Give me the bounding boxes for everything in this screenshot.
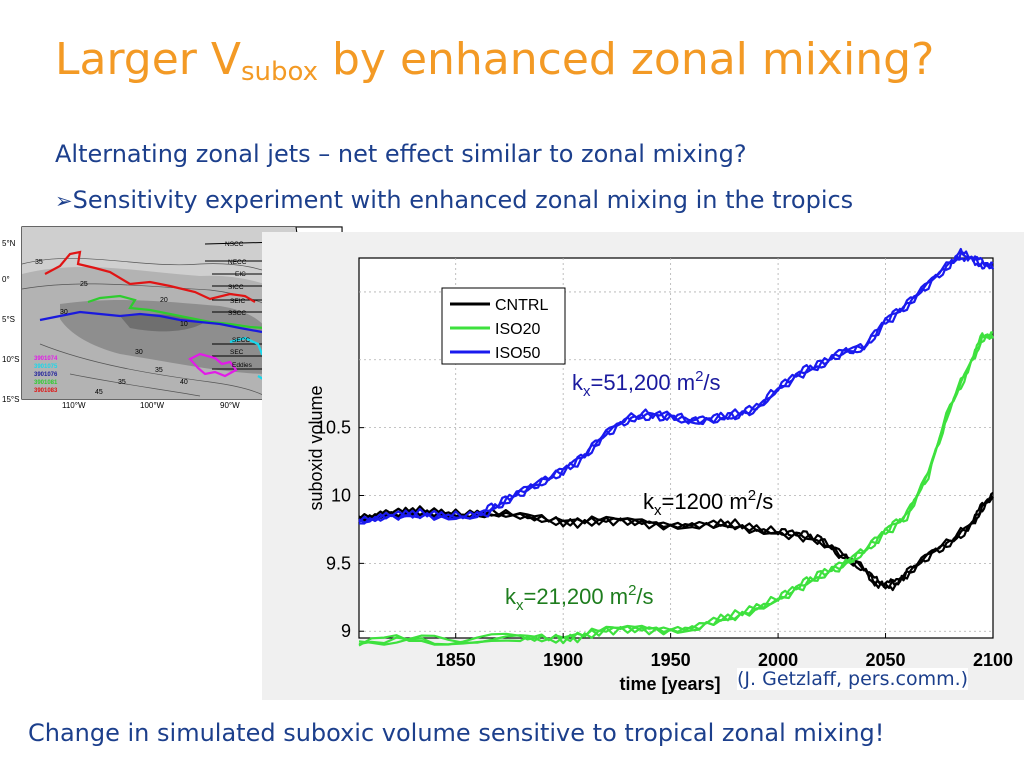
slide-caption: Change in simulated suboxic volume sensi… [28, 719, 885, 747]
annotation-label: kx=1200 m2/s [643, 487, 773, 519]
map-contour-labels: 35 25 20 10 30 35 35 40 45 30 [35, 259, 188, 396]
map-current-label: SICC [228, 284, 244, 291]
map-current-label: SEIC [230, 298, 245, 305]
x-axis-label: time [years] [619, 674, 720, 694]
map-contour-label: 25 [80, 281, 88, 288]
bullet-item: ➢Sensitivity experiment with enhanced zo… [55, 186, 853, 214]
series-line-cntrl [358, 494, 994, 592]
float-tracks [39, 250, 277, 384]
y-axis-label: suboxid volume [306, 385, 326, 510]
float-track-magenta [188, 352, 238, 378]
map-lat-label: 15°S [2, 395, 19, 404]
x-tick-labels: 1850 1900 1950 2000 2050 2100 [436, 633, 1013, 670]
annotations: kx=51,200 m2/s kx=1200 m2/s kx=21,200 m2/s [505, 368, 773, 614]
map-lat-label: 5°N [2, 239, 16, 248]
map-lat-label: 10°S [2, 355, 19, 364]
map-float-id: 3901075 [34, 364, 58, 370]
map-contour-label: 35 [155, 367, 163, 374]
map-lon-label: 110°W [62, 401, 86, 410]
map-float-id: 3901074 [34, 356, 58, 362]
title-rest: by enhanced zonal mixing? [318, 34, 935, 85]
y-tick-label: 9.5 [326, 553, 351, 573]
legend-label: CNTRL [495, 297, 548, 314]
map-current-label: NECC [228, 259, 247, 266]
map-contour-label: 35 [35, 259, 43, 266]
attribution: (J. Getzlaff, pers.comm.) [737, 668, 969, 690]
legend-label: ISO50 [495, 345, 540, 362]
x-tick-label: 2000 [758, 650, 798, 670]
gridlines [359, 258, 993, 638]
map-contour-label: 35 [118, 379, 126, 386]
float-track-green [87, 294, 266, 330]
slide-subtitle: Alternating zonal jets – net effect simi… [55, 140, 747, 168]
map-contour-label: 30 [60, 309, 68, 316]
map-float-id: 3901081 [34, 380, 58, 386]
title-main: Larger V [55, 34, 241, 85]
map-current-label: Eddies [232, 362, 253, 369]
float-track-blue [39, 310, 263, 334]
suboxic-volume-chart: 1850 1900 1950 2000 2050 2100 9 9.5 10 10.5 time… [262, 232, 1024, 700]
legend-label: ISO20 [495, 321, 540, 338]
map-contour-label: 30 [135, 349, 143, 356]
bullet-text: Sensitivity experiment with enhanced zon… [72, 186, 854, 214]
map-current-label: EIC [235, 271, 246, 278]
title-subscript: subox [240, 57, 318, 87]
y-tick-label: 9 [341, 621, 351, 641]
float-track-red [44, 250, 256, 303]
series-line-iso50 [358, 247, 995, 524]
series-lines [358, 247, 995, 647]
annotation-label: kx=51,200 m2/s [572, 368, 721, 400]
y-tick-label: 10 [331, 486, 351, 506]
slide-title: Larger Vsubox by enhanced zonal mixing? [55, 34, 935, 87]
map-lat-labels: 5°N 0° 5°S 10°S 15°S [2, 239, 19, 404]
map-float-id: 3901083 [34, 388, 58, 394]
series-line-iso20 [358, 333, 995, 646]
map-current-label: SSCC [228, 310, 246, 317]
y-tick-label: 10.5 [316, 418, 351, 438]
map-current-label: NSCC [225, 241, 244, 248]
map-lat-label: 5°S [2, 315, 15, 324]
x-tick-label: 2100 [973, 650, 1013, 670]
x-tick-label: 1950 [651, 650, 691, 670]
map-lat-label: 0° [2, 275, 10, 284]
map-current-label: SEC [230, 349, 244, 356]
map-float-id: 3901076 [34, 372, 58, 378]
x-tick-label: 2050 [866, 650, 906, 670]
annotation-label: kx=21,200 m2/s [505, 582, 654, 614]
map-contour-label: 45 [95, 389, 103, 396]
map-current-label: SECC [232, 337, 250, 344]
y-tick-labels: 9 9.5 10 10.5 [316, 418, 364, 641]
x-tick-label: 1900 [543, 650, 583, 670]
map-lon-label: 90°W [220, 401, 240, 410]
map-lon-label: 100°W [140, 401, 165, 410]
shade-darkest [120, 314, 205, 332]
map-float-ids: 3901074 3901075 3901076 3901081 3901083 [34, 356, 58, 394]
map-contour-label: 20 [160, 297, 168, 304]
legend: CNTRL ISO20 ISO50 [441, 287, 566, 365]
x-tick-label: 1850 [436, 650, 476, 670]
map-contour-label: 40 [180, 379, 188, 386]
bullet-arrow-icon: ➢ [55, 189, 73, 213]
map-contour-label: 10 [180, 321, 188, 328]
